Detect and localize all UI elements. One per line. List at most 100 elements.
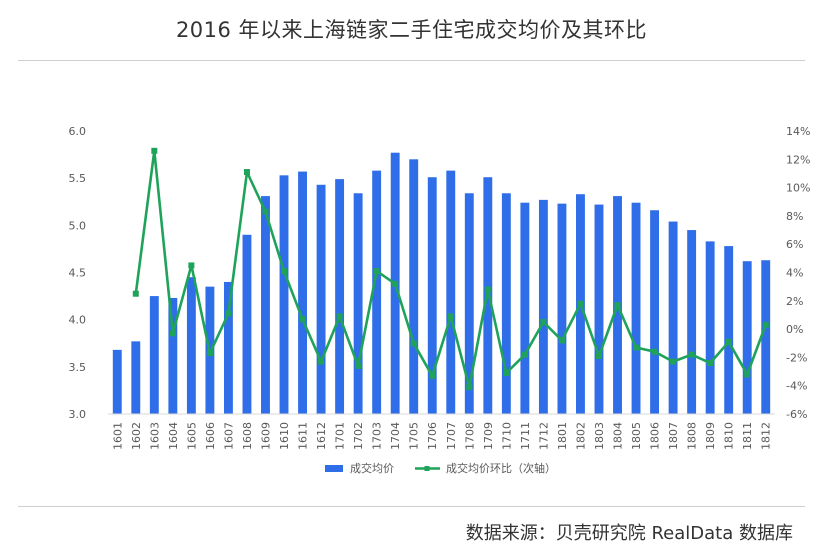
- bar-1805: [631, 202, 641, 414]
- line-point-1812: [762, 321, 769, 328]
- line-point-1703: [373, 268, 380, 275]
- y-tick-label: 5.0: [69, 219, 87, 232]
- x-tick-label: 1609: [259, 422, 272, 450]
- line-point-1808: [688, 351, 695, 358]
- bar-1811: [742, 261, 752, 414]
- x-tick-label: 1804: [612, 422, 625, 450]
- line-point-1804: [614, 302, 621, 309]
- bar-1806: [650, 210, 660, 414]
- bar-1711: [520, 202, 530, 414]
- x-tick-label: 1707: [445, 422, 458, 450]
- line-point-1709: [484, 286, 491, 293]
- bar-1607: [223, 281, 233, 414]
- y-tick-label: 3.0: [69, 408, 87, 421]
- x-tick-label: 1706: [426, 422, 439, 450]
- x-tick-label: 1608: [241, 422, 254, 450]
- line-point-1605: [188, 262, 195, 269]
- line-point-1602: [132, 290, 139, 297]
- bar-1810: [724, 246, 734, 414]
- line-point-1609: [262, 208, 269, 215]
- bottom-divider: [18, 506, 805, 507]
- x-tick-label: 1805: [630, 422, 643, 450]
- y2-tick-label: 0%: [786, 323, 803, 336]
- bar-1601: [112, 349, 122, 414]
- bar-1803: [594, 204, 604, 414]
- x-tick-label: 1708: [463, 422, 476, 450]
- x-tick-label: 1611: [297, 422, 310, 450]
- legend-line-marker: [424, 466, 430, 471]
- bar-1712: [538, 199, 548, 414]
- bar-1705: [409, 159, 419, 414]
- x-tick-label: 1802: [574, 422, 587, 450]
- bar-series: [112, 152, 771, 415]
- bar-1706: [427, 177, 437, 414]
- bar-1703: [372, 170, 382, 414]
- line-point-1608: [243, 169, 250, 176]
- y-tick-label: 4.5: [69, 267, 87, 280]
- y2-tick-label: -6%: [786, 408, 807, 421]
- x-tick-label: 1808: [686, 422, 699, 450]
- y2-tick-label: 8%: [786, 210, 803, 223]
- y-tick-label: 4.0: [69, 314, 87, 327]
- line-point-1811: [744, 371, 751, 378]
- legend-line-label: 成交均价环比（次轴）: [446, 461, 556, 475]
- x-tick-label: 1606: [204, 422, 217, 450]
- y2-tick-label: -2%: [786, 351, 807, 364]
- x-tick-label: 1809: [704, 422, 717, 450]
- line-point-1809: [707, 360, 714, 367]
- line-point-1611: [299, 316, 306, 323]
- y2-tick-label: 4%: [786, 267, 803, 280]
- bar-1807: [668, 221, 678, 414]
- y2-tick-label: 10%: [786, 182, 810, 195]
- line-point-1711: [521, 351, 528, 358]
- x-tick-label: 1710: [500, 422, 513, 450]
- x-tick-label: 1601: [111, 422, 124, 450]
- legend-bar-swatch: [325, 465, 343, 472]
- bar-1702: [353, 193, 363, 414]
- bar-1608: [242, 234, 252, 414]
- bar-1808: [687, 230, 697, 414]
- x-tick-label: 1807: [667, 422, 680, 450]
- x-tick-label: 1810: [723, 422, 736, 450]
- y-tick-label: 3.5: [69, 361, 87, 374]
- x-tick-label: 1806: [649, 422, 662, 450]
- x-tick-label: 1605: [185, 422, 198, 450]
- y2-tick-label: 6%: [786, 238, 803, 251]
- line-point-1707: [447, 313, 454, 320]
- line-point-1607: [225, 310, 232, 317]
- bar-1708: [464, 193, 474, 414]
- data-source-note: 数据来源：贝壳研究院 RealData 数据库: [465, 523, 793, 544]
- line-point-1701: [336, 313, 343, 320]
- x-tick-label: 1801: [556, 422, 569, 450]
- x-tick-label: 1811: [741, 422, 754, 450]
- line-point-1806: [651, 348, 658, 355]
- line-point-1612: [318, 358, 325, 365]
- bar-1812: [761, 260, 771, 414]
- x-tick-label: 1709: [482, 422, 495, 450]
- x-tick-label: 1803: [593, 422, 606, 450]
- bar-1604: [168, 297, 178, 414]
- line-point-1803: [595, 352, 602, 359]
- line-point-1604: [169, 330, 176, 337]
- line-point-1805: [633, 344, 640, 351]
- x-tick-label: 1711: [519, 422, 532, 450]
- line-point-1802: [577, 300, 584, 307]
- x-tick-label: 1712: [537, 422, 550, 450]
- y-tick-label: 5.5: [69, 172, 87, 185]
- line-point-1603: [151, 147, 158, 154]
- x-tick-label: 1604: [167, 422, 180, 450]
- bar-1609: [261, 196, 270, 414]
- bar-1710: [501, 193, 511, 414]
- top-divider: [18, 60, 805, 61]
- x-axis-ticks: 1601 1602 1603 1604 1605 1606 1607 1608 1609 1610…: [111, 422, 772, 450]
- line-point-1705: [410, 340, 417, 347]
- line-point-1710: [503, 369, 510, 376]
- y-tick-label: 6.0: [69, 125, 87, 138]
- bar-1605: [186, 277, 196, 414]
- line-point-1708: [466, 384, 473, 391]
- bar-1801: [557, 203, 567, 414]
- bar-1603: [149, 296, 159, 414]
- right-axis-ticks: -6% -4% -2% 0% 2% 4% 6% 8% 10% 12% 14%: [786, 125, 810, 421]
- y2-tick-label: 14%: [786, 125, 810, 138]
- chart-title: 2016 年以来上海链家二手住宅成交均价及其环比: [175, 18, 648, 42]
